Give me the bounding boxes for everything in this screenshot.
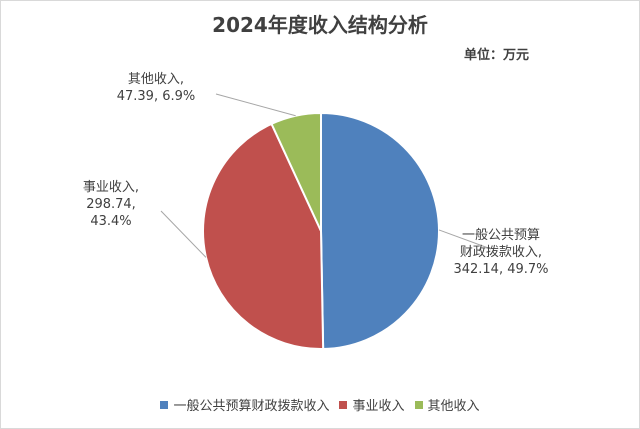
pie-slice[interactable] <box>320 111 440 350</box>
legend-label: 其他收入 <box>427 399 480 414</box>
legend-label: 一般公共预算财政拨款收入 <box>173 399 330 414</box>
legend-item[interactable]: 一般公共预算财政拨款收入 <box>160 395 329 414</box>
legend-item[interactable]: 事业收入 <box>339 395 405 414</box>
data-label: 一般公共预算财政拨款收入, 342.14, 49.7% <box>453 227 548 277</box>
legend-item[interactable]: 其他收入 <box>414 395 480 414</box>
legend-swatch <box>414 400 423 409</box>
leader-line <box>438 229 492 250</box>
legend: 一般公共预算财政拨款收入 事业收入 其他收入 <box>1 395 639 414</box>
data-label: 事业收入, 298.74, 43.4% <box>83 180 139 229</box>
legend-swatch <box>339 400 348 409</box>
chart-title: 2024年度收入结构分析 <box>212 13 428 37</box>
leader-line <box>215 93 296 117</box>
data-label: 其他收入, 47.39, 6.9% <box>117 72 196 104</box>
leader-line <box>160 210 207 258</box>
legend-label: 事业收入 <box>352 399 405 414</box>
legend-swatch <box>160 400 169 409</box>
unit-label: 单位：万元 <box>463 48 529 63</box>
